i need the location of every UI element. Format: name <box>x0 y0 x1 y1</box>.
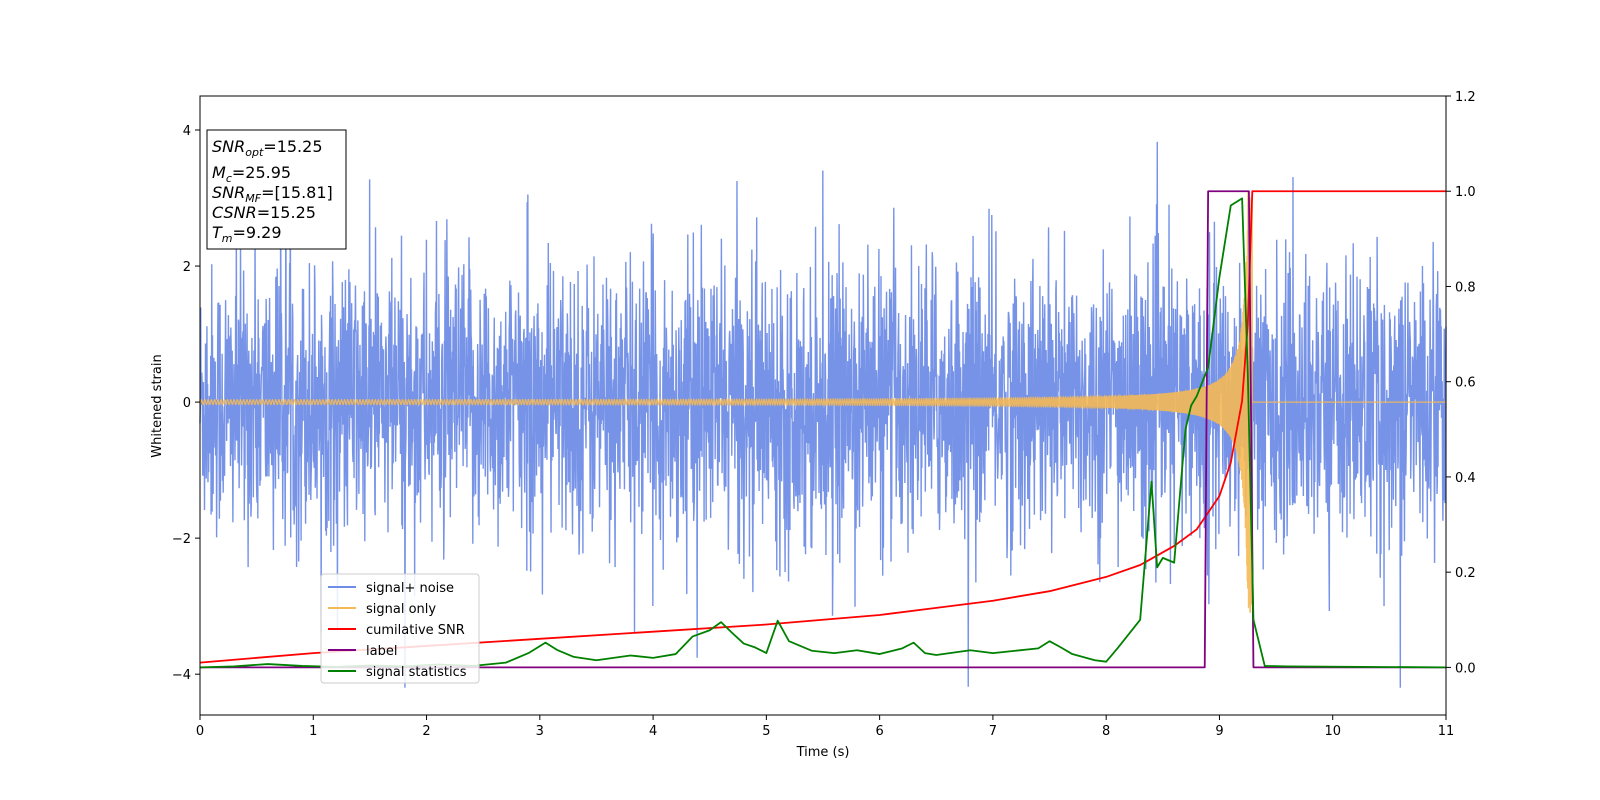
x-tick-label-11: 11 <box>1438 724 1455 739</box>
legend-frame <box>320 573 480 684</box>
annotation-line-0: SNRopt=15.25 <box>212 137 323 159</box>
annotation-line-1: Mc=25.95 <box>212 163 291 185</box>
plot-frame <box>199 95 1447 716</box>
x-tick-label-4: 4 <box>649 724 657 739</box>
x-tick-label-10: 10 <box>1324 724 1341 739</box>
x-tick-label-7: 7 <box>989 724 997 739</box>
y-tick-label-4: −4 <box>172 668 191 683</box>
y-axis-right: 1.2 1.0 0.8 0.6 0.4 0.2 0.0 <box>1446 90 1476 676</box>
legend-entry-label: label <box>328 644 397 659</box>
x-tick-label-3: 3 <box>536 724 544 739</box>
y-tick-label-0: 4 <box>183 124 191 139</box>
series-cumilative-snr <box>199 190 1446 664</box>
x-tick-label-8: 8 <box>1102 724 1110 739</box>
series-signal-statistics <box>199 197 1447 669</box>
x-tick-label-1: 1 <box>309 724 317 739</box>
x-tick-label-2: 2 <box>422 724 430 739</box>
legend-label: signal+ noise <box>366 581 454 596</box>
y2-tick-label-4: 0.4 <box>1455 471 1476 486</box>
x-tick-label-0: 0 <box>196 724 204 739</box>
y-tick-label-3: −2 <box>172 532 191 547</box>
x-tick-label-5: 5 <box>762 724 770 739</box>
legend-label: cumilative SNR <box>366 623 465 638</box>
annotation-line-2: SNRMF=[15.81] <box>212 183 333 205</box>
y2-tick-label-3: 0.6 <box>1455 376 1476 391</box>
x-axis: 0 1 2 3 4 5 6 7 8 9 10 11 <box>196 715 1454 739</box>
legend: signal+ noise signal only cumilative SNR la… <box>320 573 480 684</box>
legend-entry-signal-only: signal only <box>328 602 436 617</box>
y-axis-title: Whitened strain <box>150 354 165 457</box>
x-axis-title: Time (s) <box>796 745 850 760</box>
legend-entries: signal+ noise signal only cumilative SNR la… <box>328 581 467 680</box>
x-tick-label-9: 9 <box>1215 724 1223 739</box>
series-label <box>200 190 1446 669</box>
legend-label: signal statistics <box>366 665 467 680</box>
series-layer <box>199 141 1447 688</box>
y2-tick-label-0: 1.2 <box>1455 90 1476 105</box>
y-axis-left: 4 2 0 −2 −4 <box>172 124 200 683</box>
legend-label: label <box>366 644 397 659</box>
y-tick-label-2: 0 <box>183 396 191 411</box>
series-signal-only <box>199 191 1446 613</box>
series-signal-noise <box>199 141 1447 688</box>
y2-tick-label-2: 0.8 <box>1455 280 1476 295</box>
annotation-frame <box>206 129 347 250</box>
x-tick-label-6: 6 <box>875 724 883 739</box>
annotation-line-3: CSNR=15.25 <box>212 203 316 222</box>
y2-tick-label-5: 0.2 <box>1455 566 1476 581</box>
y2-tick-label-6: 0.0 <box>1455 661 1476 676</box>
annotation-box: SNRopt=15.25 Mc=25.95SNRMF=[15.81]CSNR=15… <box>206 129 347 250</box>
legend-label: signal only <box>366 602 436 617</box>
legend-entry-cumilative-snr: cumilative SNR <box>328 623 465 638</box>
y-tick-label-1: 2 <box>183 260 191 275</box>
annotation-lines: SNRopt=15.25 Mc=25.95SNRMF=[15.81]CSNR=15… <box>212 137 333 245</box>
legend-entry-signal-statistics: signal statistics <box>328 665 467 680</box>
legend-entry-signal-noise: signal+ noise <box>328 581 454 596</box>
annotation-line-4: Tm=9.29 <box>212 223 282 245</box>
y2-tick-label-1: 1.0 <box>1455 185 1476 200</box>
